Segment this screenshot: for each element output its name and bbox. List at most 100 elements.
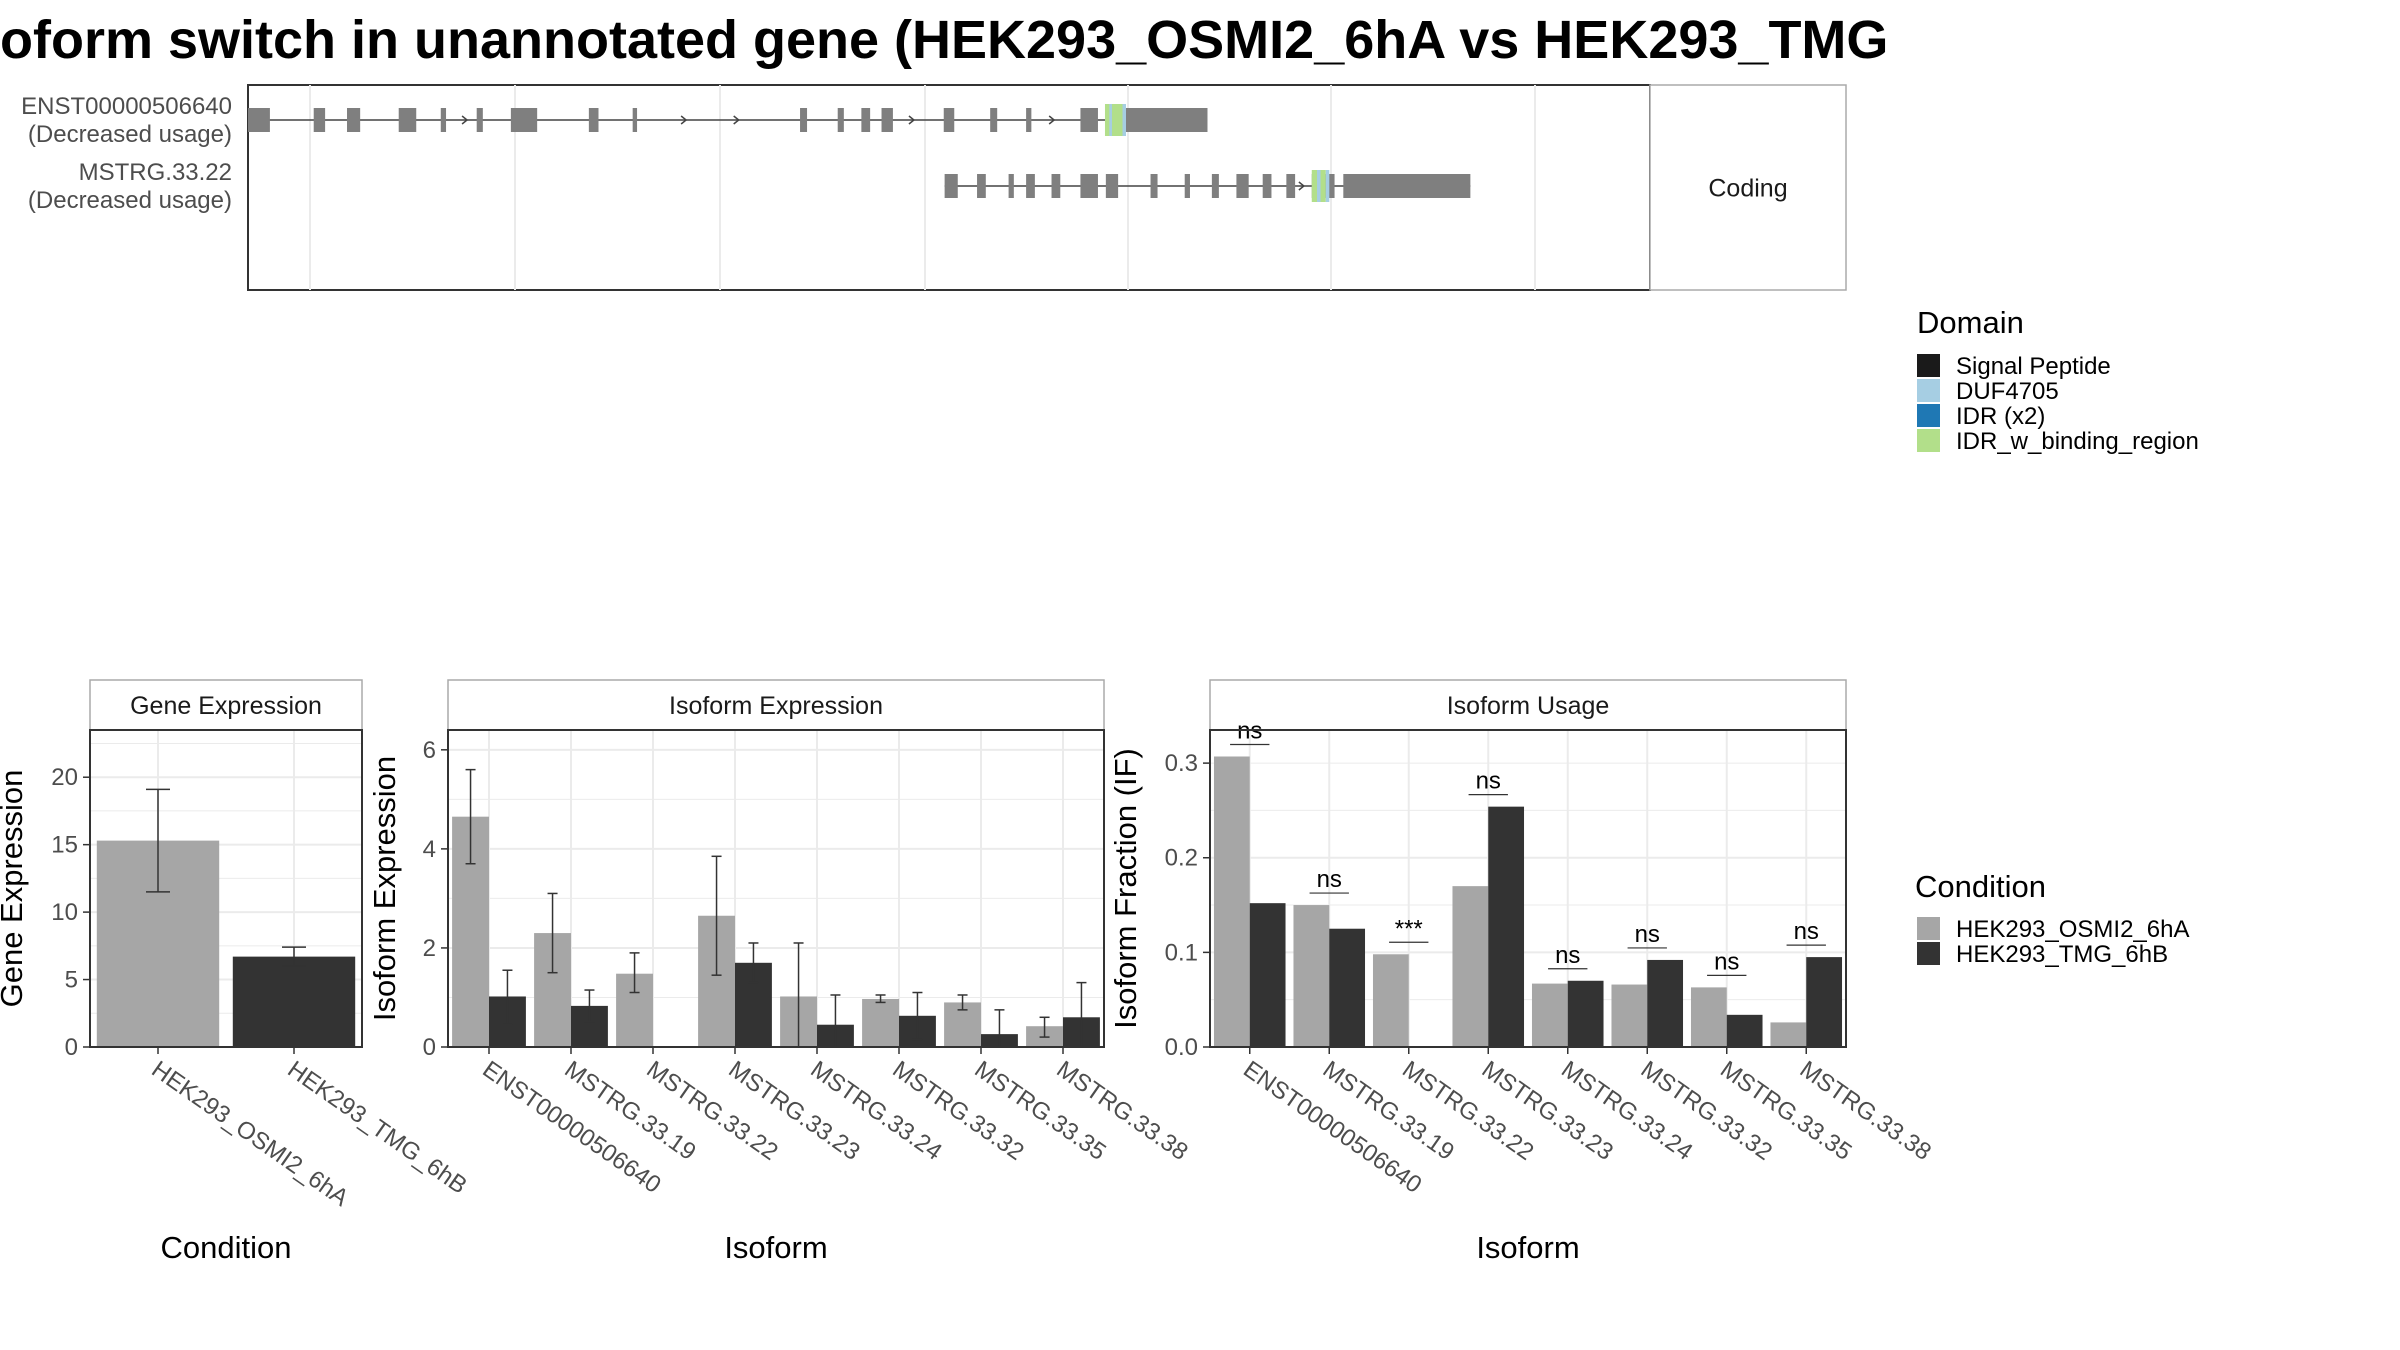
exon (1286, 174, 1296, 198)
y-tick-label: 15 (51, 832, 78, 859)
strand-arrow (1298, 181, 1306, 191)
y-tick-label: 0.1 (1165, 939, 1198, 966)
x-axis-label: Isoform (1476, 1230, 1579, 1265)
y-tick-label: 0.0 (1165, 1034, 1198, 1061)
bar (1611, 984, 1648, 1047)
y-tick-label: 0.2 (1165, 845, 1198, 872)
chart-plot-frame (89, 729, 363, 1048)
y-tick-label: 2 (423, 935, 436, 962)
exon (977, 174, 986, 198)
y-tick-label: 0 (65, 1034, 78, 1061)
exon (1236, 174, 1249, 198)
transcript-name: ENST00000506640 (21, 93, 232, 120)
isoform-usage-chart: Isoform Usage 0.0 0.1 0.2 0.3 Isoform Fractio… (1108, 679, 1936, 1265)
exon (943, 108, 955, 132)
exon (398, 108, 417, 132)
bar (1531, 983, 1568, 1047)
exon (1211, 174, 1219, 198)
domain-legend-label: IDR (x2) (1956, 403, 2045, 430)
chart-strip (89, 679, 363, 731)
exon (632, 108, 638, 132)
exon (800, 108, 808, 132)
exon (1080, 108, 1098, 132)
exon (1026, 108, 1032, 132)
y-tick-label: 5 (65, 967, 78, 994)
condition-legend-title: Condition (1915, 869, 2046, 904)
exon (440, 108, 447, 132)
y-axis-label: Isoform Expression (367, 756, 402, 1021)
bar (1372, 954, 1409, 1047)
y-tick-label: 0.3 (1165, 750, 1198, 777)
domain-legend-swatch (1917, 404, 1940, 427)
significance-label: ns (1714, 948, 1739, 975)
bar (1213, 756, 1250, 1047)
y-axis-label: Gene Expression (0, 770, 29, 1008)
chart-title: Isoform Expression (669, 692, 883, 720)
x-axis-label: Isoform (724, 1230, 827, 1265)
strand-arrow (461, 115, 469, 125)
exon (1026, 174, 1035, 198)
exon (347, 108, 361, 132)
strand-arrow (733, 115, 740, 125)
structure-strip (1649, 84, 1847, 291)
transcript-name: MSTRG.33.22 (79, 159, 232, 186)
domain-legend-swatch (1917, 379, 1940, 402)
chart-title: Gene Expression (130, 692, 322, 720)
bar (1806, 957, 1843, 1047)
exon (313, 108, 326, 132)
chart-strip (447, 679, 1105, 731)
strand-arrow (680, 115, 688, 125)
chart-title: Isoform Usage (1447, 692, 1610, 720)
x-tick-label: MSTRG.33.38 (1795, 1056, 1936, 1166)
transcript-usage: (Decreased usage) (28, 187, 232, 214)
transcript-row: MSTRG.33.22(Decreased usage) (28, 159, 1471, 214)
exon (1184, 174, 1190, 198)
domain-legend-title: Domain (1917, 305, 2024, 340)
exon (837, 108, 844, 132)
domain-legend-label: Signal Peptide (1956, 353, 2111, 380)
bar (1647, 959, 1684, 1047)
y-tick-label: 4 (423, 836, 436, 863)
condition-legend-swatch (1917, 917, 1940, 940)
exon (861, 108, 871, 132)
significance-label: *** (1395, 915, 1423, 942)
y-axis-label: Isoform Fraction (IF) (1108, 748, 1143, 1029)
bar (1452, 886, 1489, 1047)
exon (1051, 174, 1061, 198)
chart-plot-frame (1209, 729, 1847, 1048)
y-tick-label: 6 (423, 737, 436, 764)
domain-mark (1104, 104, 1123, 136)
bar (1770, 1022, 1807, 1047)
bar (1249, 903, 1286, 1047)
bar (1293, 905, 1330, 1047)
domain-legend-label: IDR_w_binding_region (1956, 428, 2199, 455)
domain-mark (1122, 104, 1127, 136)
domain-mark (1325, 170, 1330, 202)
domain-legend-swatch (1917, 429, 1940, 452)
domain-mark (1109, 104, 1112, 136)
structure-strip-label: Coding (1708, 175, 1787, 203)
condition-legend-label: HEK293_TMG_6hB (1956, 941, 2168, 968)
exon (1150, 174, 1158, 198)
exon (944, 174, 958, 198)
isoform-expression-chart: Isoform Expression 0 2 4 6 Isoform Expression… (367, 679, 1193, 1265)
bar (1726, 1014, 1763, 1047)
exon (1105, 174, 1119, 198)
exon (1343, 174, 1471, 198)
exon (881, 108, 893, 132)
bar (862, 998, 899, 1047)
bar (232, 956, 356, 1047)
x-axis-label: Condition (161, 1230, 292, 1265)
transcript-structure-panel: Coding ENST00000506640 (Decreased usage)MS… (21, 84, 1847, 291)
exon (990, 108, 998, 132)
chart-strip (1209, 679, 1847, 731)
strand-arrow (1048, 115, 1056, 125)
condition-legend-swatch (1917, 942, 1940, 965)
exon (1008, 174, 1014, 198)
strand-arrow (908, 115, 916, 125)
condition-legend-label: HEK293_OSMI2_6hA (1956, 916, 2189, 943)
y-tick-label: 20 (51, 764, 78, 791)
y-tick-label: 0 (423, 1034, 436, 1061)
